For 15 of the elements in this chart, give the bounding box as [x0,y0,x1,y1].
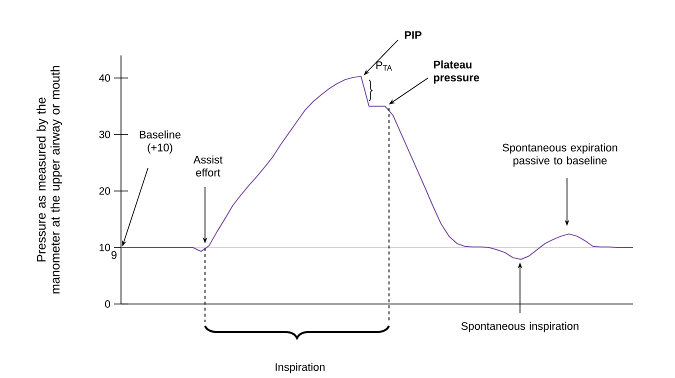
annotation: Assist effort [193,156,223,177]
y-tick-label: 0 [105,300,110,308]
y-tick-label: 10 [100,244,110,252]
text: Inspiration [276,362,325,374]
annotation: Spontaneous expiration passive to baseline [502,143,618,167]
y-axis-title: Pressure as measured by the manometer at the upper airway or mouth [36,66,62,294]
y-tick-label: 40 [99,74,110,82]
annotation: Spontaneous inspiration [461,322,578,332]
annotation: Baseline (+10) [140,130,181,154]
y-tick-label: 20 [99,187,110,195]
y-tick-label: 30 [99,130,110,138]
text: PIP [404,31,422,39]
annotation: P$_{TA}$ [376,61,392,71]
annotation: Plateau pressure [434,60,480,84]
text: 9 [111,251,117,259]
